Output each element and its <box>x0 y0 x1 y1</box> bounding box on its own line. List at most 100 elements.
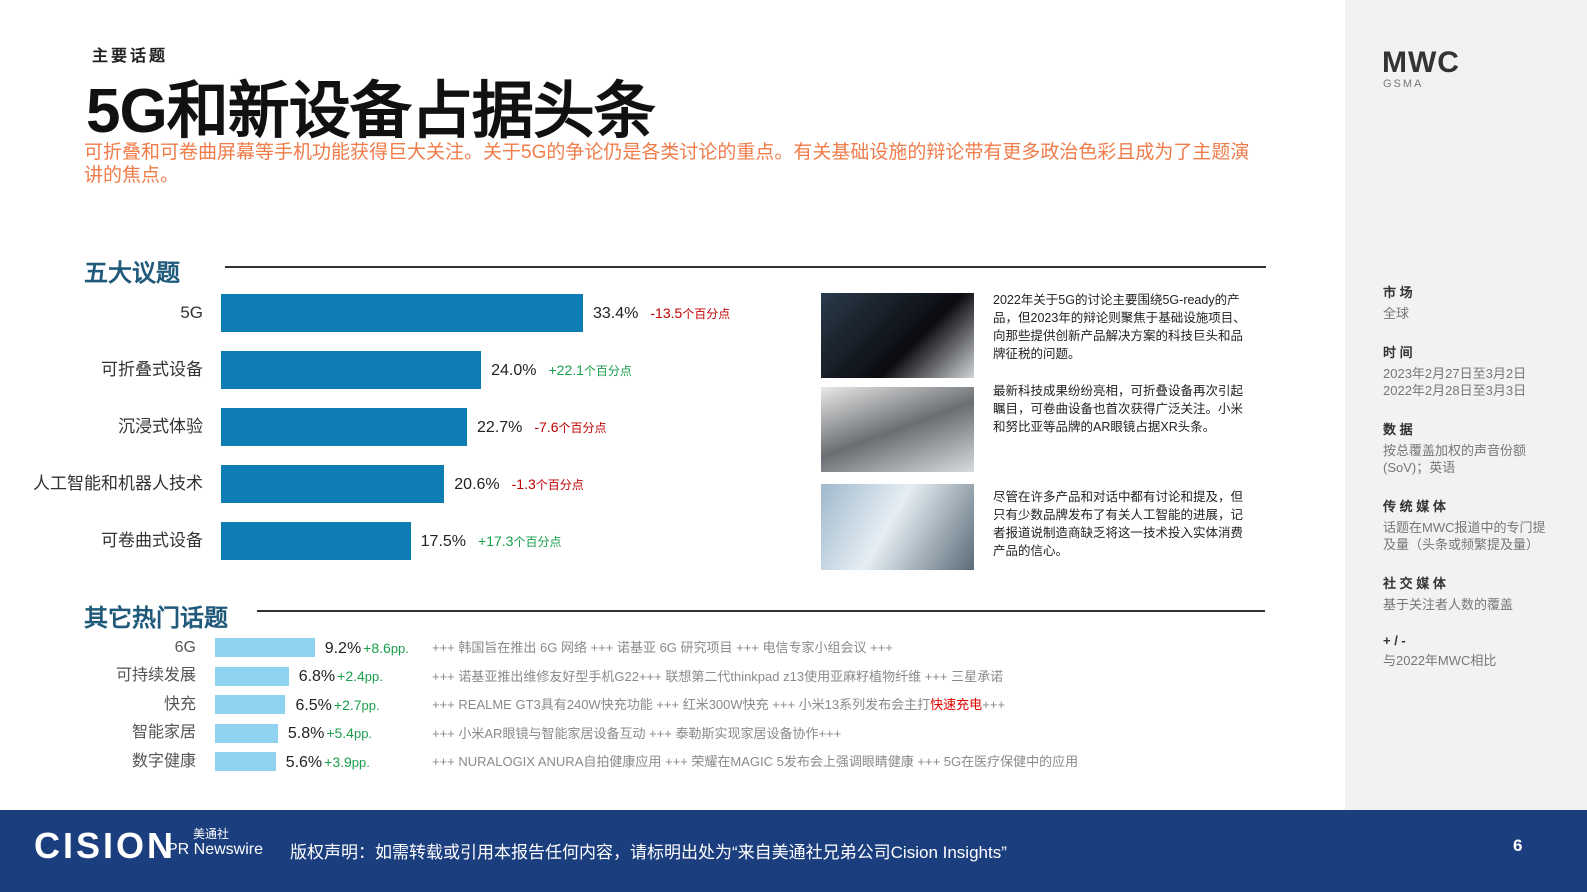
category-label: 可折叠式设备 <box>101 360 203 379</box>
news-segment: +++ REALME GT3具有240W快充功能 +++ 红米300W快充 ++… <box>432 697 931 712</box>
change-label: -7.6 <box>534 419 559 435</box>
bar <box>221 351 482 389</box>
sidebar-line: 基于关注者人数的覆盖 <box>1383 597 1514 612</box>
highlight-text: 2022年关于5G的讨论主要围绕5G-ready的产品，但2023年的辩论则聚焦… <box>993 293 1246 361</box>
sidebar-label: 社 交 媒 体 <box>1383 576 1446 591</box>
sidebar-label: 传 统 媒 体 <box>1383 499 1446 514</box>
bar <box>221 294 583 332</box>
value-group: 6.8% +2.4 pp. <box>299 665 383 687</box>
sidebar-item: + / - 与2022年MWC相比 <box>1383 633 1555 669</box>
sidebar-label: + / - <box>1383 633 1406 648</box>
change-unit: 个百分点 <box>583 364 632 378</box>
section-title: 五大议题 <box>84 260 180 287</box>
change-label: -1.3 <box>511 476 536 492</box>
change-label: +8.6 <box>363 639 391 656</box>
section-rule <box>225 266 1266 268</box>
bar <box>215 638 315 657</box>
bar <box>221 522 411 560</box>
change-unit: pp. <box>351 754 370 770</box>
logo: MWC <box>1382 46 1460 79</box>
category-label: 人工智能和机器人技术 <box>33 474 203 493</box>
value-label: 9.2% <box>324 639 362 657</box>
sidebar-line: 与2022年MWC相比 <box>1383 653 1497 668</box>
category-label: 沉浸式体验 <box>118 417 203 436</box>
logo-org: GSMA <box>1383 78 1424 90</box>
photo <box>821 387 974 472</box>
change-label: +3.9 <box>324 753 352 770</box>
value-group: 5.6% +3.9 pp. <box>286 751 370 773</box>
value-label: 6.8% <box>298 668 336 685</box>
news-line: +++ 小米AR眼镜与智能家居设备互动 +++ 泰勒斯实现家居设备协作+++ <box>432 723 841 744</box>
partner-cn: 美通社 <box>193 827 230 841</box>
change-unit: pp. <box>361 697 380 713</box>
sidebar-line: 2022年2月28日至3月3日 <box>1383 383 1527 398</box>
value-label: 17.5% <box>420 533 467 550</box>
sidebar-line: 话题在MWC报道中的专门提及量（头条或频繁提及量） <box>1383 520 1546 552</box>
sidebar-label: 时 间 <box>1383 345 1413 360</box>
subtitle: 可折叠和可卷曲屏幕等手机功能获得巨大关注。关于5G的争论仍是各类讨论的重点。有关… <box>84 142 1250 186</box>
news-segment: +++ 小米AR眼镜与智能家居设备互动 +++ 泰勒斯实现家居设备协作+++ <box>432 725 842 741</box>
change-unit: pp. <box>353 726 373 741</box>
sidebar-line: 按总覆盖加权的声音份额(SoV)；英语 <box>1383 443 1527 475</box>
change-unit: 个百分点 <box>535 478 584 492</box>
sidebar-item: 市 场全球 <box>1383 282 1555 322</box>
value-label: 6.5% <box>295 696 332 714</box>
highlight-text: 最新科技成果纷纷亮相，可折叠设备再次引起瞩目，可卷曲设备也首次获得广泛关注。小米… <box>993 384 1244 434</box>
news-segment: +++ 韩国旨在推出 6G 网络 +++ 诺基亚 6G 研究项目 +++ 电信专… <box>432 640 893 655</box>
sidebar: 市 场全球时 间 2023年2月27日至3月2日 2022年2月28日至3月3日数 … <box>1383 282 1555 689</box>
bar <box>221 465 445 503</box>
bar <box>215 666 289 686</box>
change-label: +2.7 <box>333 696 362 713</box>
change-label: +2.4 <box>337 668 365 684</box>
value-group: 22.7% -7.6 个百分点 <box>477 416 607 438</box>
value-group: 33.4% -13.5 个百分点 <box>593 302 730 324</box>
brand: CISION <box>34 825 177 866</box>
category-label: 6G <box>174 638 196 656</box>
change-label: +17.3 <box>478 533 514 549</box>
news-segment: +++ NURALOGIX ANURA自拍健康应用 +++ 荣耀在MAGIC 5… <box>432 754 1079 769</box>
category-label: 可卷曲式设备 <box>101 531 203 550</box>
bar <box>215 723 278 743</box>
value-group: 6.5% +2.7 pp. <box>295 694 379 716</box>
change-label: +22.1 <box>548 362 584 378</box>
footer <box>0 810 1587 892</box>
news-segment: +++ 诺基亚推出维修友好型手机G22+++ 联想第二代thinkpad z13… <box>432 668 1004 684</box>
value-label: 22.7% <box>477 419 523 436</box>
section-title: 其它热门话题 <box>84 605 228 632</box>
change-unit: 个百分点 <box>558 421 607 435</box>
news-line: +++ 诺基亚推出维修友好型手机G22+++ 联想第二代thinkpad z13… <box>432 666 1003 687</box>
bar <box>215 752 276 771</box>
category-label: 5G <box>180 303 203 322</box>
sidebar-label: 市 场 <box>1383 285 1413 300</box>
news-segment: 快速充电 <box>930 697 983 712</box>
copyright: 版权声明：如需转载或引用本报告任何内容，请标明出处为“来自美通社兄弟公司Cisi… <box>290 843 1007 862</box>
news-segment: +++ <box>982 697 1005 712</box>
sidebar-line: 2023年2月27日至3月2日 <box>1383 366 1527 381</box>
sidebar-item: 传 统 媒 体话题在MWC报道中的专门提及量（头条或频繁提及量） <box>1383 496 1555 553</box>
news-line: +++ NURALOGIX ANURA自拍健康应用 +++ 荣耀在MAGIC 5… <box>432 751 1078 772</box>
news-line: +++ REALME GT3具有240W快充功能 +++ 红米300W快充 ++… <box>432 694 1005 715</box>
change-unit: 个百分点 <box>513 535 562 549</box>
change-unit: 个百分点 <box>682 307 731 321</box>
change-label: +5.4 <box>326 725 354 741</box>
value-group: 20.6% -1.3 个百分点 <box>454 473 584 495</box>
value-label: 33.4% <box>593 305 639 322</box>
change-label: -13.5 <box>650 305 683 321</box>
value-label: 24.0% <box>491 362 537 379</box>
value-label: 5.8% <box>287 725 325 742</box>
value-label: 20.6% <box>454 476 500 493</box>
sidebar-label: 数 据 <box>1383 422 1413 437</box>
change-unit: pp. <box>390 640 409 656</box>
section-rule <box>257 610 1265 612</box>
sidebar-item: 数 据按总覆盖加权的声音份额(SoV)；英语 <box>1383 419 1555 476</box>
sidebar-item: 社 交 媒 体基于关注者人数的覆盖 <box>1383 573 1555 613</box>
sidebar-line: 全球 <box>1383 306 1410 321</box>
photo <box>821 484 974 570</box>
category-label: 数字健康 <box>131 752 196 770</box>
value-group: 9.2% +8.6 pp. <box>325 637 409 659</box>
title: 5G和新设备占据头条 <box>86 77 656 146</box>
value-group: 17.5% +17.3 个百分点 <box>421 530 562 552</box>
sidebar-bg <box>1345 0 1587 810</box>
change-unit: pp. <box>364 669 383 684</box>
